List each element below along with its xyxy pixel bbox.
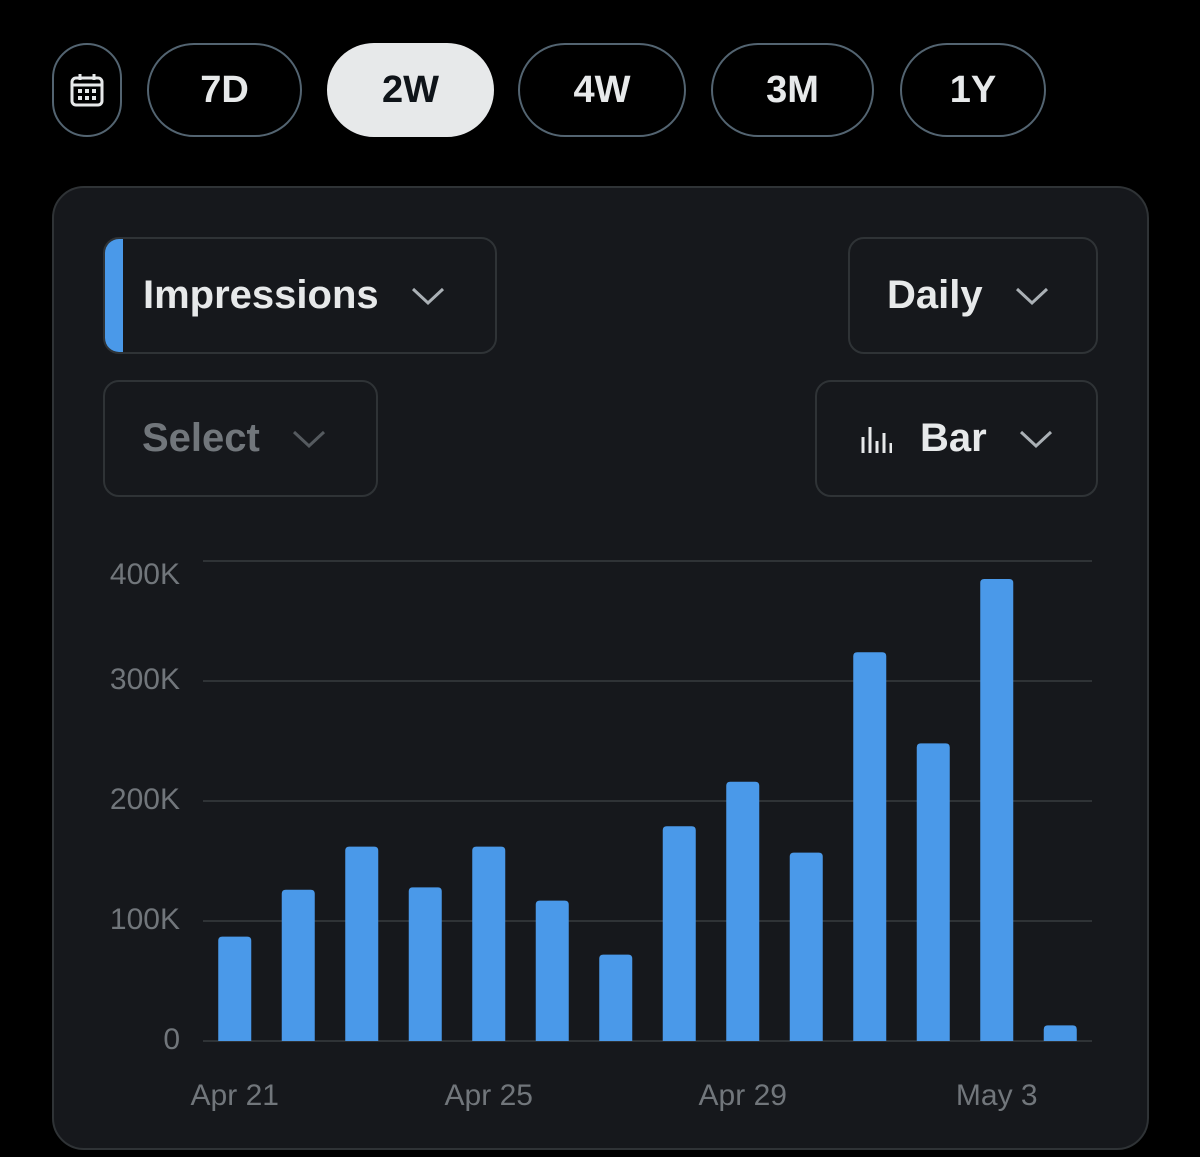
bar	[345, 846, 379, 1041]
style-label: Bar	[920, 416, 987, 460]
bar-icon	[861, 426, 892, 453]
y-tick-label: 0	[163, 1023, 180, 1056]
bar	[853, 652, 887, 1041]
x-tick-label: Apr 21	[191, 1079, 279, 1112]
range-tab[interactable]: 3M	[711, 43, 874, 137]
bar	[916, 743, 950, 1041]
y-tick-label: 400K	[110, 558, 180, 591]
range-tab[interactable]: 2W	[327, 43, 494, 137]
bar	[535, 900, 569, 1041]
bar	[1043, 1025, 1077, 1041]
bar	[980, 579, 1014, 1041]
chevron	[1019, 430, 1052, 448]
range-tab[interactable]: 4W	[518, 43, 686, 137]
style-dropdown[interactable]: Bar	[815, 380, 1098, 497]
range-tab[interactable]: 7D	[147, 43, 302, 137]
range-tab[interactable]: 1Y	[900, 43, 1046, 137]
x-tick-label: Apr 29	[699, 1079, 787, 1112]
bar	[789, 852, 823, 1041]
interval-dropdown[interactable]: Daily	[848, 237, 1098, 354]
compare-label: Select	[142, 416, 260, 460]
chevron	[1015, 287, 1048, 305]
bar	[472, 846, 506, 1041]
bar	[218, 936, 252, 1041]
x-tick-label: Apr 25	[445, 1079, 533, 1112]
interval-label: Daily	[887, 273, 983, 317]
x-tick-label: May 3	[956, 1079, 1038, 1112]
calendar-button[interactable]	[52, 43, 122, 137]
chevron	[411, 287, 444, 305]
chevron	[292, 430, 325, 448]
calendar-icon	[70, 74, 104, 107]
y-tick-label: 300K	[110, 663, 180, 696]
bar	[599, 954, 633, 1041]
metric-label: Impressions	[143, 273, 379, 317]
metric-color	[105, 239, 123, 352]
bar	[662, 826, 696, 1041]
bar	[408, 887, 442, 1041]
metric-dropdown[interactable]: Impressions	[103, 237, 497, 354]
bar	[281, 889, 315, 1041]
y-tick-label: 100K	[110, 903, 180, 936]
compare-dropdown[interactable]: Select	[103, 380, 378, 497]
bar	[726, 781, 760, 1041]
y-tick-label: 200K	[110, 783, 180, 816]
